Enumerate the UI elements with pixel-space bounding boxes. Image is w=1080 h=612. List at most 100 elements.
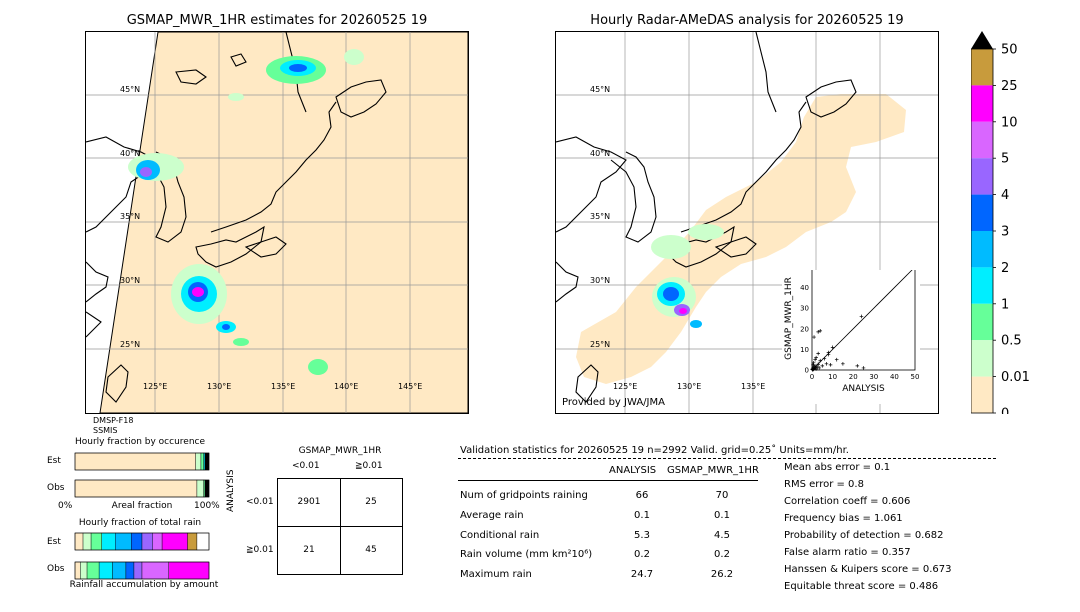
score-line: Hanssen & Kuipers score = 0.673 [784,564,952,575]
scatter-point [824,362,829,366]
left-lat-label-45: 45°N [120,85,141,94]
scatter-point [855,364,860,368]
bar-segment [195,452,202,471]
scatter-point [813,364,817,368]
colorbar: 50 25 10 5 4 3 2 1 0.5 0.01 0 [971,31,1041,414]
left-lat-label-30: 30°N [120,276,141,285]
scatter-point [818,329,823,333]
right-map: 45°N 40°N 35°N 30°N 25°N 125°E 130°E 135… [555,31,939,414]
occurrence-title: Hourly fraction by occurence [74,437,206,447]
occurrence-tick-100: 100% [194,501,220,511]
occurrence-label-est: Est [47,456,61,466]
sensor-instrument: SSMIS [93,426,118,435]
right-lat-label-45: 45°N [590,85,611,94]
bar-segment [86,561,100,580]
right-lon-label-125: 125°E [613,382,638,391]
stat-analysis: 66 [635,490,649,501]
contingency-title: GSMAP_MWR_1HR [298,446,382,456]
stat-label: Num of gridpoints raining [460,490,588,501]
occurrence-xlabel: Areal fraction [111,501,173,511]
bar-segment [204,479,210,498]
colorbar-label: 25 [1001,79,1018,94]
colorbar-segment [971,49,993,86]
scatter-point [814,355,818,360]
right-coastlines [556,32,857,403]
scatter-ytick: 0 [805,367,809,375]
right-map-title: Hourly Radar-AMeDAS analysis for 2026052… [590,13,904,28]
score-line: Equitable threat score = 0.486 [784,581,939,592]
left-lat-label-35: 35°N [120,212,141,221]
scatter-point [811,360,816,365]
scatter-ytick: 40 [800,284,809,292]
contingency-hline [278,526,402,527]
contingency-table: 2901 25 21 45 [277,478,403,575]
bar-segment [141,532,153,551]
colorbar-label: 0.01 [1001,370,1030,385]
scatter-xtick: 40 [890,373,899,381]
scatter-ytick: 20 [800,325,809,333]
contingency-col-below: <0.01 [292,461,320,471]
left-lon-label-140: 140°E [334,382,359,391]
occurrence-label-obs: Obs [47,483,65,493]
validation-col-gsmap: GSMAP_MWR_1HR [667,465,759,476]
validation-col-rule [458,480,758,481]
score-line: False alarm ratio = 0.357 [784,547,911,558]
data-credit: Provided by JWA/JMA [562,397,665,408]
bar-segment [152,532,163,551]
stat-label: Average rain [460,510,524,521]
bar-segment [74,452,196,471]
left-map: 45°N 40°N 35°N 30°N 25°N 125°E 130°E 135… [85,31,469,414]
scatter-point [830,345,835,350]
colorbar-segment [971,340,993,377]
bar-segment [203,479,206,498]
left-lon-label-130: 130°E [207,382,232,391]
contingency-row-above: ≧0.01 [246,545,274,555]
scatter-xtick: 50 [911,373,920,381]
scatter-point [817,366,822,370]
colorbar-label: 0.5 [1001,334,1022,349]
right-lat-label-25: 25°N [590,340,611,349]
scatter-point [818,358,823,363]
left-lon-label-135: 135°E [271,382,296,391]
colorbar-segment [971,85,993,122]
right-lon-label-130: 130°E [677,382,702,391]
right-map-canvas [556,32,938,413]
scatter-point [816,351,820,356]
left-lat-label-40: 40°N [120,149,141,158]
score-line: Frequency bias = 1.061 [784,513,903,524]
colorbar-label: 5 [1001,152,1009,167]
rainfall-label-obs: Obs [47,564,65,574]
stat-analysis: 0.2 [634,549,650,560]
score-line: RMS error = 0.8 [784,479,864,490]
scatter-ytick: 10 [800,346,809,354]
right-lon-label-135: 135°E [741,382,766,391]
scatter-xtick: 10 [828,373,837,381]
bar-frame [74,561,210,580]
bar-segment [125,561,135,580]
left-map-canvas [86,32,468,413]
cell-below-above: 25 [365,497,377,507]
bar-frame [74,452,210,471]
score-line: Probability of detection = 0.682 [784,530,944,541]
colorbar-scale: 50 25 10 5 4 3 2 1 0.5 0.01 0 [971,31,1030,414]
scatter-point [822,356,827,361]
left-rain-areas [128,49,364,375]
bar-segment [204,452,210,471]
bar-segment [115,532,132,551]
scatter-point [813,357,817,362]
colorbar-label: 1 [1001,297,1009,312]
bar-segment [200,452,204,471]
stat-label: Maximum rain [460,569,532,580]
rainfall-label-est: Est [47,537,61,547]
scatter-xtick: 20 [849,373,858,381]
bar-segment [168,561,210,580]
bar-segment [161,532,188,551]
contingency-row-axis: ANALYSIS [226,469,236,512]
scatter-ytick: 50 [800,270,809,272]
rainfall-title: Hourly fraction of total rain [78,518,202,528]
cell-below-below: 2901 [297,497,321,507]
bar-segment [141,561,169,580]
score-line: Correlation coeff = 0.606 [784,496,911,507]
left-map-title: GSMAP_MWR_1HR estimates for 20260525 19 [126,13,428,28]
rainfall-xlabel: Rainfall accumulation by amount [69,580,219,590]
